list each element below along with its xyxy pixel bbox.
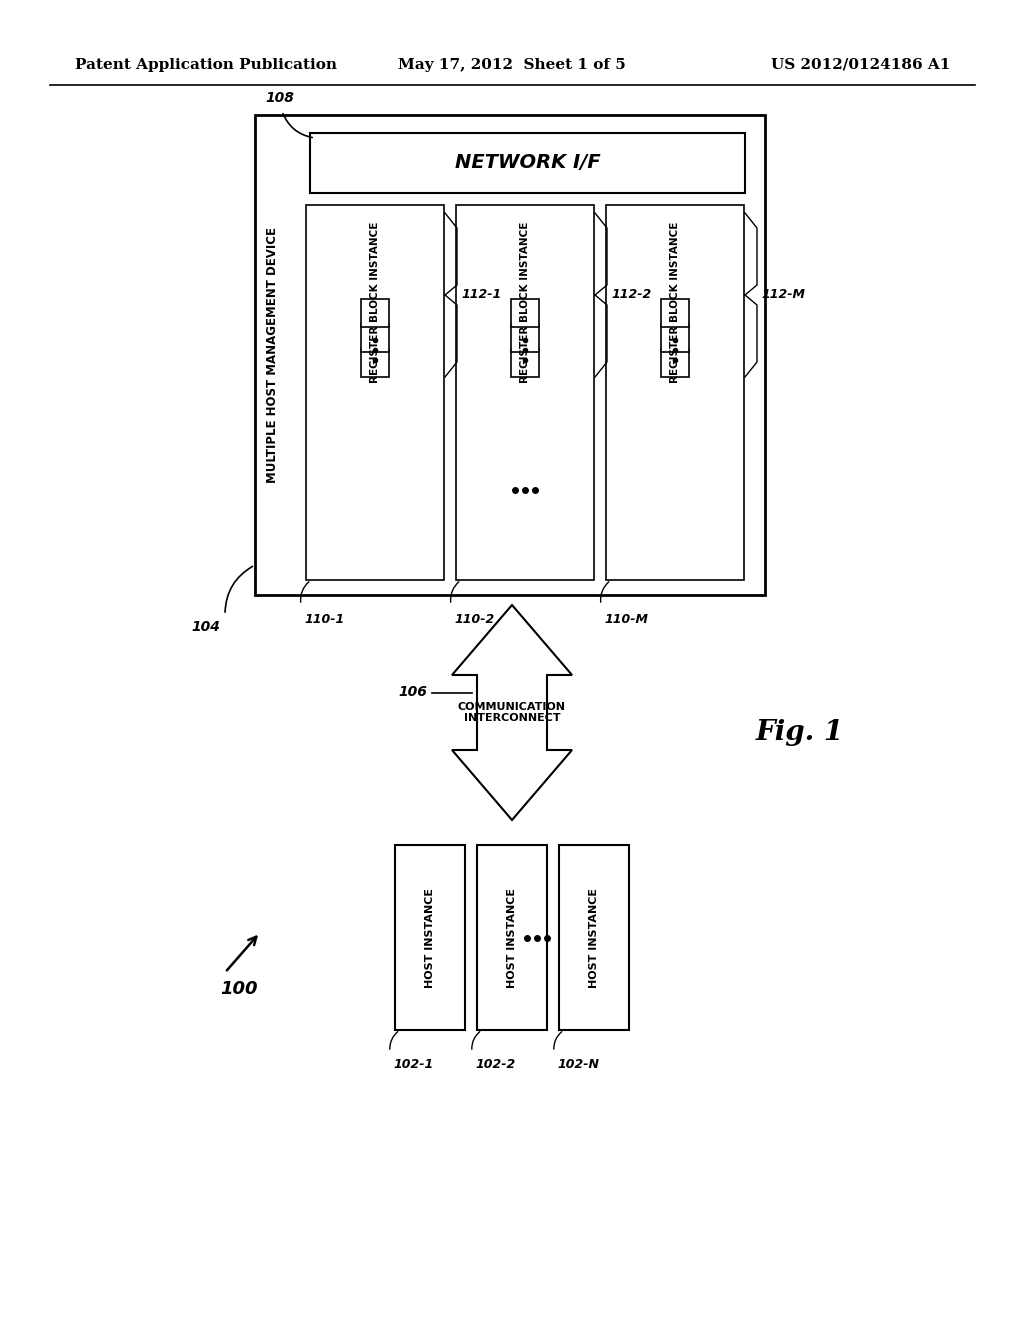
Text: 112-1: 112-1 <box>461 289 502 301</box>
Text: NETWORK I/F: NETWORK I/F <box>455 153 600 173</box>
Bar <box>511 348 539 378</box>
Text: 102-1: 102-1 <box>393 1059 433 1071</box>
Text: 102-N: 102-N <box>557 1059 599 1071</box>
Text: 104: 104 <box>191 620 220 634</box>
Polygon shape <box>452 605 572 820</box>
Text: May 17, 2012  Sheet 1 of 5: May 17, 2012 Sheet 1 of 5 <box>398 58 626 73</box>
Text: 112-2: 112-2 <box>611 289 651 301</box>
Bar <box>361 323 389 352</box>
Text: HOST INSTANCE: HOST INSTANCE <box>589 887 599 987</box>
Bar <box>511 323 539 352</box>
Bar <box>395 845 465 1030</box>
Text: 102-2: 102-2 <box>475 1059 515 1071</box>
Bar <box>477 845 547 1030</box>
Bar <box>255 115 765 595</box>
Bar <box>606 205 744 579</box>
Text: MULTIPLE HOST MANAGEMENT DEVICE: MULTIPLE HOST MANAGEMENT DEVICE <box>266 227 280 483</box>
Text: REGISTER BLOCK INSTANCE: REGISTER BLOCK INSTANCE <box>520 222 530 383</box>
Text: US 2012/0124186 A1: US 2012/0124186 A1 <box>771 58 950 73</box>
Bar <box>361 348 389 378</box>
Text: 112-M: 112-M <box>761 289 805 301</box>
Text: REGISTER BLOCK INSTANCE: REGISTER BLOCK INSTANCE <box>370 222 380 383</box>
Text: 110-1: 110-1 <box>304 612 344 626</box>
Text: HOST INSTANCE: HOST INSTANCE <box>507 887 517 987</box>
Text: Fig. 1: Fig. 1 <box>756 719 844 746</box>
Text: Patent Application Publication: Patent Application Publication <box>75 58 337 73</box>
Text: 108: 108 <box>265 91 295 106</box>
Text: HOST INSTANCE: HOST INSTANCE <box>425 887 435 987</box>
Bar <box>662 298 689 326</box>
Bar <box>361 298 389 326</box>
Bar <box>662 348 689 378</box>
Bar <box>310 133 745 193</box>
Text: REGISTER BLOCK INSTANCE: REGISTER BLOCK INSTANCE <box>670 222 680 383</box>
Bar <box>306 205 444 579</box>
Bar <box>456 205 594 579</box>
Text: 100: 100 <box>220 979 257 998</box>
Text: 110-M: 110-M <box>604 612 648 626</box>
Text: 110-2: 110-2 <box>454 612 495 626</box>
Text: COMMUNICATION
INTERCONNECT: COMMUNICATION INTERCONNECT <box>458 702 566 723</box>
Bar <box>559 845 629 1030</box>
Bar <box>662 323 689 352</box>
Bar <box>511 298 539 326</box>
Text: 106: 106 <box>398 685 427 700</box>
